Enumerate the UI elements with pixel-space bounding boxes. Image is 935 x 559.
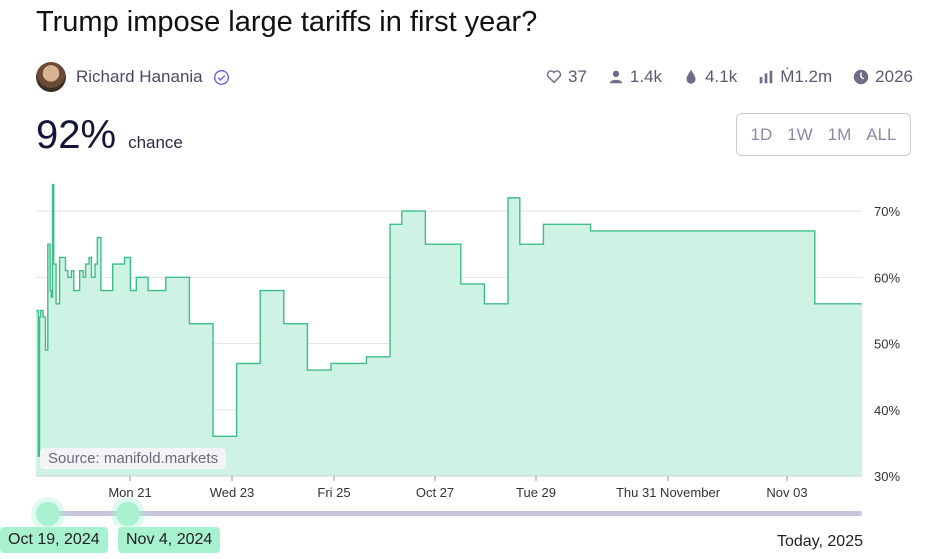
traders-count: 1.4k bbox=[629, 67, 663, 86]
heart-icon bbox=[546, 70, 562, 84]
slider-right-label: Today, 2025 bbox=[777, 533, 863, 550]
close-date-stat: 2026 bbox=[852, 67, 913, 87]
x-tick-label: Mon 21 bbox=[108, 485, 151, 500]
range-1m-button[interactable]: 1M bbox=[827, 124, 852, 144]
x-tick-label: Nov 03 bbox=[766, 485, 807, 500]
x-tick-label: Wed 23 bbox=[210, 485, 255, 500]
volume-stat: Ṁ1.2m bbox=[757, 67, 832, 87]
likes-stat[interactable]: 37 bbox=[545, 67, 587, 87]
volume-value: Ṁ1.2m bbox=[780, 67, 833, 86]
probability-chart[interactable]: 30% 40% 50% 60% 70% Mon 21 Wed 23 Fri 25 Oct 27 T… bbox=[0, 160, 935, 505]
y-tick-label: 30% bbox=[874, 469, 900, 484]
liquidity-stat: 4.1k bbox=[682, 67, 737, 87]
creator-avatar[interactable] bbox=[36, 62, 66, 92]
y-tick-label: 60% bbox=[874, 270, 900, 285]
slider-start-handle[interactable] bbox=[36, 502, 60, 526]
range-1w-button[interactable]: 1W bbox=[787, 124, 813, 144]
slider-end-handle[interactable] bbox=[116, 502, 140, 526]
probability-value: 92% bbox=[36, 113, 117, 157]
traders-stat: 1.4k bbox=[607, 67, 662, 87]
close-date: 2026 bbox=[875, 67, 913, 86]
slider-start-label: Oct 19, 2024 bbox=[0, 527, 108, 553]
market-stats: 37 1.4k 4.1k Ṁ1.2m 2026 bbox=[545, 67, 913, 87]
likes-count: 37 bbox=[568, 67, 587, 86]
y-tick-label: 40% bbox=[874, 403, 900, 418]
probability-display: 92% chance bbox=[36, 113, 183, 158]
y-tick-label: 70% bbox=[874, 204, 900, 219]
y-tick-label: 50% bbox=[874, 337, 900, 352]
user-icon bbox=[609, 70, 623, 84]
verified-badge-icon bbox=[213, 69, 230, 86]
droplet-icon bbox=[686, 69, 696, 84]
market-title: Trump impose large tariffs in first year… bbox=[36, 6, 538, 38]
slider-end-label: Nov 4, 2024 bbox=[118, 527, 221, 553]
x-tick-label: Oct 27 bbox=[416, 485, 454, 500]
x-tick-label: Thu 31 November bbox=[616, 485, 721, 500]
range-1d-button[interactable]: 1D bbox=[750, 124, 773, 144]
x-tick-label: Tue 29 bbox=[516, 485, 556, 500]
probability-label: chance bbox=[128, 133, 183, 152]
time-range-selector: 1D 1W 1M ALL bbox=[736, 113, 911, 156]
series-line bbox=[36, 183, 862, 457]
source-label: Source: manifold.markets bbox=[40, 448, 227, 469]
creator-info[interactable]: Richard Hanania bbox=[36, 62, 230, 92]
range-all-button[interactable]: ALL bbox=[866, 124, 897, 144]
x-tick-label: Fri 25 bbox=[317, 485, 350, 500]
clock-icon bbox=[853, 69, 869, 85]
liquidity-value: 4.1k bbox=[705, 67, 738, 86]
area-fill bbox=[36, 184, 862, 476]
date-range-slider-track[interactable] bbox=[36, 511, 862, 516]
bar-chart-icon bbox=[759, 70, 773, 84]
creator-name[interactable]: Richard Hanania bbox=[76, 67, 203, 86]
